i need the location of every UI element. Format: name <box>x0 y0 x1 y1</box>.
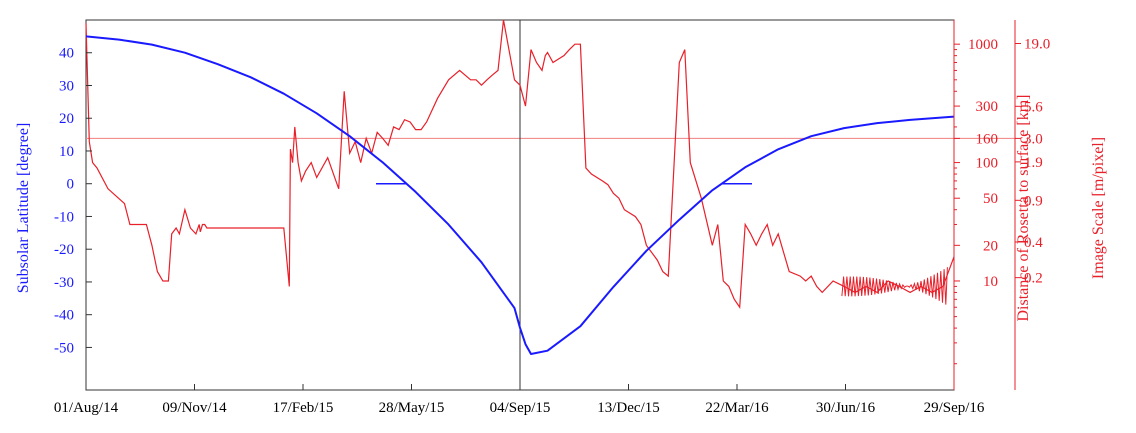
distance-series-oscillation <box>841 267 948 305</box>
y-right-scale-tick-label: 0.2 <box>1024 271 1043 287</box>
x-tick-label: 22/Mar/16 <box>705 400 769 416</box>
y-right-distance-tick-label: 1000 <box>968 37 998 53</box>
x-tick-label: 13/Dec/15 <box>597 400 659 416</box>
y-right-scale-tick-label: 1.9 <box>1024 155 1043 171</box>
y-right-distance-tick-label: 100 <box>976 156 999 172</box>
y-left-tick-label: 10 <box>59 144 74 160</box>
x-tick-label: 09/Nov/14 <box>162 400 227 416</box>
y-left-tick-label: -10 <box>54 209 74 225</box>
x-tick-label: 01/Aug/14 <box>54 400 119 416</box>
y-left-tick-label: 30 <box>59 78 74 94</box>
y-left-tick-label: 0 <box>67 177 75 193</box>
y-right-distance-tick-label: 50 <box>983 191 998 207</box>
subsolar-latitude-series-line <box>85 35 955 355</box>
y-left-axis-title: Subsolar Latitude [degree] <box>15 123 32 294</box>
y-left-tick-label: -40 <box>54 308 74 324</box>
distance-series-line <box>85 19 955 309</box>
lines-layer <box>85 19 1015 390</box>
y-right-scale-tick-label: 5.6 <box>1024 99 1043 115</box>
y-right-distance-tick-label: 300 <box>976 99 999 115</box>
x-tick-label: 04/Sep/15 <box>490 400 551 416</box>
y-left-tick-label: 40 <box>59 46 74 62</box>
x-tick-label: 17/Feb/15 <box>273 400 334 416</box>
y-left-tick-label: -30 <box>54 275 74 291</box>
y-right-distance-tick-label: 20 <box>983 238 998 254</box>
y-right-scale-tick-label: 0.4 <box>1024 235 1043 251</box>
y-right-distance-tick-label: 160 <box>976 131 999 147</box>
y-right-scale-tick-label: 3.0 <box>1024 131 1043 147</box>
ticks-layer: 01/Aug/14 09/Nov/14 17/Feb/15 28/May/15 04/S… <box>54 20 1050 416</box>
y-left-tick-label: 20 <box>59 111 74 127</box>
x-tick-label: 30/Jun/16 <box>816 400 876 416</box>
y-right-scale-tick-label: 0.9 <box>1024 193 1043 209</box>
y-right-scale-tick-label: 19.0 <box>1024 36 1050 52</box>
y-right-scale-axis-title: Image Scale [m/pixel] <box>1090 137 1107 279</box>
x-tick-label: 28/May/15 <box>379 400 445 416</box>
y-left-tick-label: -50 <box>54 340 74 356</box>
y-left-tick-label: -20 <box>54 242 74 258</box>
y-right-distance-tick-label: 10 <box>983 274 998 290</box>
x-tick-label: 29/Sep/16 <box>924 400 985 416</box>
y-right-distance-axis-title: Distance of Rosetta to surface [km] <box>1015 94 1032 321</box>
